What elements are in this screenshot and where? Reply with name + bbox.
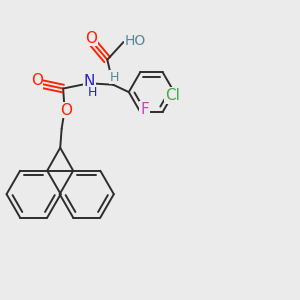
- Text: H: H: [87, 85, 97, 99]
- Text: Cl: Cl: [165, 88, 180, 103]
- Text: F: F: [140, 102, 149, 117]
- Text: H: H: [110, 71, 119, 84]
- Text: N: N: [83, 74, 95, 89]
- Text: HO: HO: [125, 34, 146, 48]
- Text: O: O: [85, 31, 97, 46]
- Text: O: O: [60, 103, 72, 118]
- Text: O: O: [31, 74, 43, 88]
